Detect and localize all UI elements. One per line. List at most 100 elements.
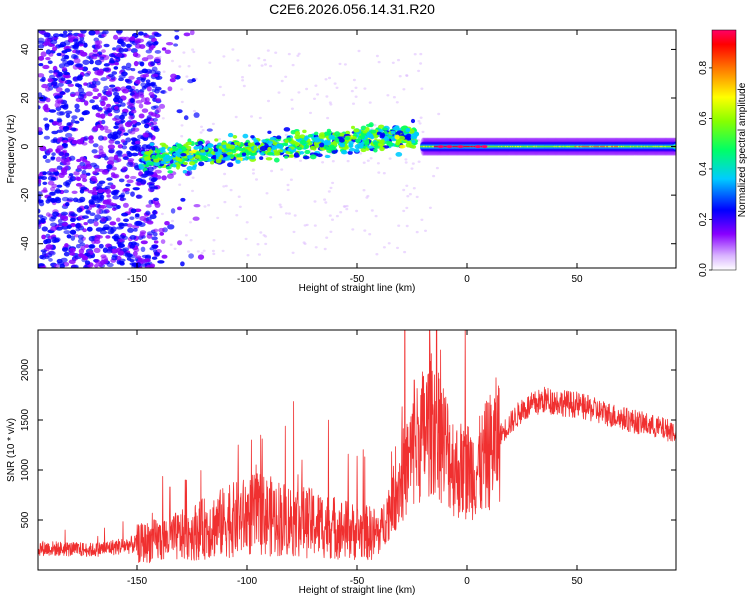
heatmap-cell bbox=[48, 109, 57, 113]
colorbar-tick-label: 0.6 bbox=[698, 111, 709, 125]
heatmap-cell bbox=[393, 126, 399, 131]
heatmap-cell bbox=[40, 51, 47, 57]
snr-xtick-label: 0 bbox=[464, 576, 470, 587]
heatmap-cell bbox=[169, 243, 173, 246]
heatmap-cell bbox=[101, 33, 107, 38]
heatmap-cell bbox=[56, 165, 63, 170]
heatmap-cell bbox=[189, 221, 192, 224]
heatmap-cell bbox=[139, 231, 146, 237]
heatmap-cell bbox=[154, 49, 162, 54]
heatmap-cell bbox=[95, 227, 104, 232]
heatmap-cell bbox=[94, 43, 103, 50]
heatmap-cell bbox=[65, 132, 73, 138]
heatmap-cell bbox=[57, 82, 64, 87]
heatmap-cell bbox=[203, 146, 208, 150]
heatmap-cell bbox=[123, 132, 129, 136]
heatmap-cell bbox=[109, 221, 117, 226]
heatmap-cell bbox=[94, 59, 102, 66]
heatmap-cell bbox=[280, 140, 284, 143]
heatmap-cell bbox=[123, 218, 129, 223]
heatmap-cell bbox=[109, 57, 114, 64]
heatmap-cell bbox=[98, 243, 104, 249]
heatmap-cell bbox=[113, 105, 119, 111]
heatmap-cell bbox=[146, 40, 153, 46]
heatmap-cell bbox=[85, 91, 93, 97]
heatmap-cell bbox=[266, 140, 274, 145]
heatmap-cell bbox=[149, 142, 155, 147]
heatmap-cell bbox=[48, 257, 53, 262]
heatmap-cell bbox=[446, 145, 453, 149]
heatmap-cell bbox=[92, 49, 98, 53]
heatmap-cell bbox=[191, 189, 194, 193]
heatmap-cell bbox=[334, 131, 341, 137]
heatmap-cell bbox=[129, 130, 136, 135]
heatmap-cell bbox=[158, 103, 166, 109]
heatmap-cell bbox=[177, 240, 183, 246]
heatmap-cell bbox=[68, 173, 74, 177]
heatmap-cell bbox=[119, 114, 125, 121]
spectrogram-xtick-label: -150 bbox=[127, 274, 147, 285]
heatmap-cell bbox=[289, 154, 295, 158]
heatmap-cell bbox=[125, 43, 133, 48]
heatmap-cell bbox=[368, 233, 372, 236]
heatmap-cell bbox=[223, 172, 227, 176]
heatmap-cell bbox=[42, 171, 47, 176]
heatmap-cell bbox=[344, 136, 350, 141]
heatmap-cell bbox=[61, 66, 68, 71]
heatmap-cell bbox=[54, 102, 61, 108]
heatmap-cell bbox=[85, 210, 92, 214]
heatmap-cell bbox=[92, 187, 98, 192]
heatmap-cell bbox=[50, 226, 57, 232]
heatmap-plot-area bbox=[38, 30, 676, 268]
heatmap-cell bbox=[331, 150, 338, 154]
heatmap-cell bbox=[378, 124, 385, 129]
heatmap-cell bbox=[267, 151, 274, 156]
heatmap-cell bbox=[50, 222, 58, 227]
heatmap-cell bbox=[182, 169, 188, 174]
heatmap-cell bbox=[359, 152, 363, 155]
heatmap-cell bbox=[89, 162, 98, 168]
heatmap-cell bbox=[46, 195, 52, 201]
heatmap-cell bbox=[305, 87, 309, 91]
heatmap-cell bbox=[388, 157, 392, 160]
heatmap-cell bbox=[134, 79, 141, 85]
heatmap-cell bbox=[78, 39, 86, 45]
heatmap-cell bbox=[269, 64, 273, 68]
heatmap-cell bbox=[241, 79, 245, 82]
heatmap-cell bbox=[405, 74, 409, 78]
heatmap-cell bbox=[316, 93, 320, 96]
heatmap-cell bbox=[138, 103, 144, 109]
heatmap-cell bbox=[63, 181, 70, 187]
heatmap-cell bbox=[129, 97, 135, 104]
heatmap-cell bbox=[327, 190, 331, 193]
heatmap-cell bbox=[339, 137, 345, 143]
heatmap-cell bbox=[250, 135, 255, 139]
heatmap-cell bbox=[120, 102, 126, 107]
snr-ytick-label: 500 bbox=[20, 511, 31, 528]
heatmap-cell bbox=[224, 184, 228, 188]
heatmap-cell bbox=[178, 183, 182, 186]
heatmap-cell bbox=[124, 174, 130, 179]
heatmap-cell bbox=[118, 47, 125, 53]
heatmap-cell bbox=[79, 242, 86, 247]
heatmap-cell bbox=[129, 36, 136, 41]
heatmap-cell bbox=[82, 178, 88, 183]
heatmap-cell bbox=[140, 82, 146, 88]
heatmap-cell bbox=[41, 189, 48, 193]
heatmap-cell bbox=[413, 53, 417, 56]
heatmap-cell bbox=[52, 46, 58, 52]
spectrogram-ytick-label: -40 bbox=[20, 236, 31, 251]
heatmap-cell bbox=[259, 156, 264, 160]
heatmap-cell bbox=[154, 113, 161, 119]
heatmap-cell bbox=[153, 186, 158, 190]
heatmap-cell bbox=[267, 99, 270, 103]
heatmap-cell bbox=[63, 189, 69, 194]
heatmap-cell bbox=[70, 235, 76, 241]
heatmap-cell bbox=[151, 256, 158, 260]
heatmap-cell bbox=[56, 184, 63, 188]
heatmap-cell bbox=[198, 161, 205, 167]
heatmap-cell bbox=[38, 201, 45, 207]
heatmap-cell bbox=[56, 111, 64, 116]
heatmap-cell bbox=[410, 134, 418, 138]
heatmap-cell bbox=[43, 239, 49, 245]
